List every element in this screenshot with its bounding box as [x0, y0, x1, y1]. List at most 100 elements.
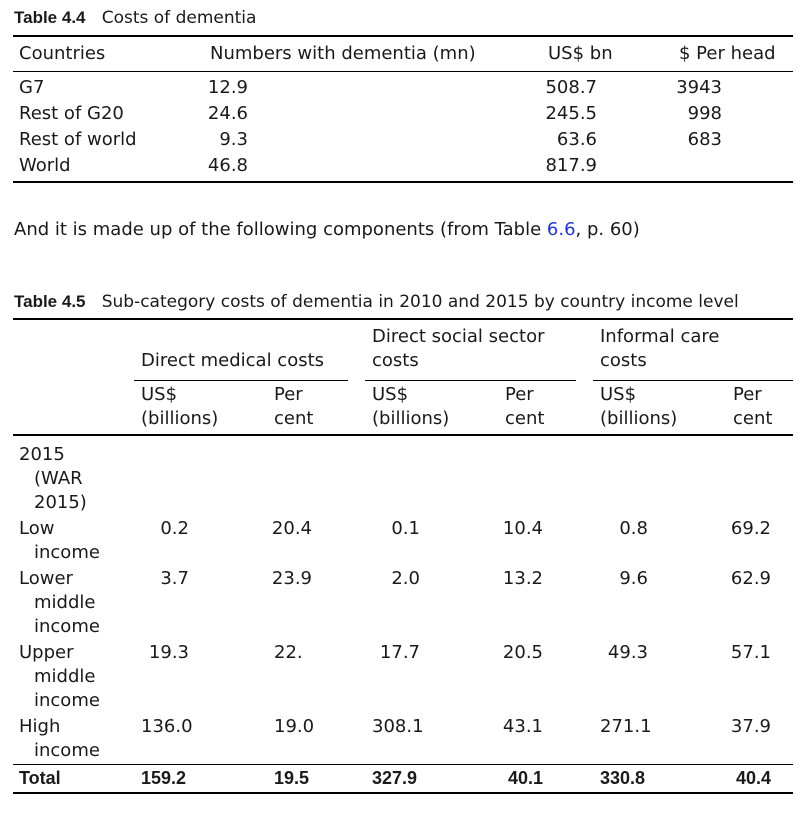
t44-header-per-head: $ Per head [679, 43, 776, 64]
table-4-5-total-rule [13, 764, 793, 765]
table-4-5-caption: Table 4.5 Sub-category costs of dementia… [14, 292, 739, 312]
t44-header-usd: US$ bn [548, 43, 613, 64]
group-header-direct-medical: Direct medical costs [141, 350, 325, 371]
cell-social-pct: 10.4 [502, 518, 543, 539]
table-4-4-header-rule [13, 71, 793, 72]
subheader-per: Per [274, 384, 303, 405]
total-informal-pct: 40.4 [735, 768, 771, 788]
cell-informal-pct: 62.9 [730, 568, 771, 589]
t44-header-numbers: Numbers with dementia (mn) [210, 43, 476, 64]
group-rule-social [365, 380, 576, 381]
cell-medical-pct: 22. [274, 642, 303, 663]
cell-social-pct: 20.5 [502, 642, 543, 663]
group-rule-medical [134, 380, 348, 381]
cell-social-pct: 13.2 [502, 568, 543, 589]
subheader-cent: cent [733, 408, 773, 429]
cell-informal-pct: 57.1 [730, 642, 771, 663]
year-line: 2015 [19, 444, 65, 465]
row-label: Low [19, 518, 55, 539]
subheader-usd: US$ [372, 384, 409, 405]
subheader-cent: cent [274, 408, 314, 429]
cell-social-usd: 0.1 [391, 518, 420, 539]
t44-country: Rest of G20 [19, 103, 124, 124]
row-label: income [34, 542, 100, 563]
total-medical-pct: 19.5 [274, 768, 310, 788]
row-label: middle [34, 666, 96, 687]
table-4-4-title: Costs of dementia [101, 8, 257, 28]
row-label: Upper [19, 642, 74, 663]
t44-numbers: 46.8 [207, 155, 248, 176]
cell-informal-pct: 37.9 [730, 716, 771, 737]
cell-medical-usd: 19.3 [148, 642, 189, 663]
cell-informal-usd: 0.8 [619, 518, 648, 539]
subheader-usd: US$ [141, 384, 178, 405]
row-label: income [34, 616, 100, 637]
paragraph-text-before: And it is made up of the following compo… [14, 219, 547, 240]
total-social-usd: 327.9 [372, 768, 418, 788]
group-header-informal-care-line2: costs [600, 350, 647, 371]
t44-numbers: 24.6 [207, 103, 248, 124]
t44-numbers: 12.9 [207, 77, 248, 98]
subheader-billions: (billions) [372, 408, 450, 429]
table-4-4-label: Table 4.4 [14, 8, 86, 27]
table-4-5-bottom-rule [13, 792, 793, 794]
cell-social-usd: 17.7 [379, 642, 420, 663]
row-label: income [34, 690, 100, 711]
subheader-per: Per [505, 384, 534, 405]
table-4-4-bottom-rule [13, 181, 793, 183]
row-label: middle [34, 592, 96, 613]
cell-informal-pct: 69.2 [730, 518, 771, 539]
t44-usd: 508.7 [545, 77, 597, 98]
table-6-6-link[interactable]: 6.6 [546, 219, 576, 240]
cell-medical-pct: 23.9 [271, 568, 312, 589]
table-4-4-top-rule [13, 35, 793, 37]
total-medical-usd: 159.2 [141, 768, 187, 788]
total-informal-usd: 330.8 [600, 768, 646, 788]
subheader-usd: US$ [600, 384, 637, 405]
t44-country: Rest of world [19, 129, 137, 150]
cell-social-usd: 308.1 [372, 716, 424, 737]
total-social-pct: 40.1 [507, 768, 543, 788]
group-rule-informal [593, 380, 793, 381]
subheader-billions: (billions) [141, 408, 219, 429]
t44-per-head: 683 [687, 129, 722, 150]
total-label: Total [19, 768, 61, 788]
t44-usd: 817.9 [545, 155, 597, 176]
group-header-informal-care: Informal care [600, 326, 720, 347]
t44-per-head: 3943 [676, 77, 722, 98]
cell-social-usd: 2.0 [391, 568, 420, 589]
year-line: (WAR [34, 468, 83, 489]
cell-medical-usd: 3.7 [160, 568, 189, 589]
subheader-per: Per [733, 384, 762, 405]
table-4-5-title: Sub-category costs of dementia in 2010 a… [101, 292, 739, 312]
paragraph-text-after: , p. 60) [575, 219, 640, 240]
group-header-direct-social-line2: costs [372, 350, 419, 371]
cell-medical-usd: 136.0 [141, 716, 193, 737]
body-paragraph: And it is made up of the following compo… [14, 218, 640, 242]
table-4-5-label: Table 4.5 [14, 292, 86, 311]
cell-medical-pct: 20.4 [271, 518, 312, 539]
group-header-direct-social: Direct social sector [372, 326, 545, 347]
subheader-billions: (billions) [600, 408, 678, 429]
t44-usd: 245.5 [545, 103, 597, 124]
cell-informal-usd: 49.3 [607, 642, 648, 663]
cell-informal-usd: 9.6 [619, 568, 648, 589]
table-4-5-top-rule [13, 318, 793, 320]
row-label: income [34, 740, 100, 761]
table-4-4-caption: Table 4.4 Costs of dementia [14, 8, 256, 28]
table-4-5-header-rule [13, 434, 793, 436]
subheader-cent: cent [505, 408, 545, 429]
year-line: 2015) [34, 492, 87, 513]
t44-usd: 63.6 [556, 129, 597, 150]
t44-country: G7 [19, 77, 45, 98]
cell-social-pct: 43.1 [502, 716, 543, 737]
cell-medical-pct: 19.0 [274, 716, 315, 737]
cell-informal-usd: 271.1 [600, 716, 652, 737]
t44-per-head: 998 [687, 103, 722, 124]
row-label: High [19, 716, 61, 737]
t44-country: World [19, 155, 71, 176]
t44-header-countries: Countries [19, 43, 106, 64]
row-label: Lower [19, 568, 73, 589]
t44-numbers: 9.3 [219, 129, 248, 150]
cell-medical-usd: 0.2 [160, 518, 189, 539]
